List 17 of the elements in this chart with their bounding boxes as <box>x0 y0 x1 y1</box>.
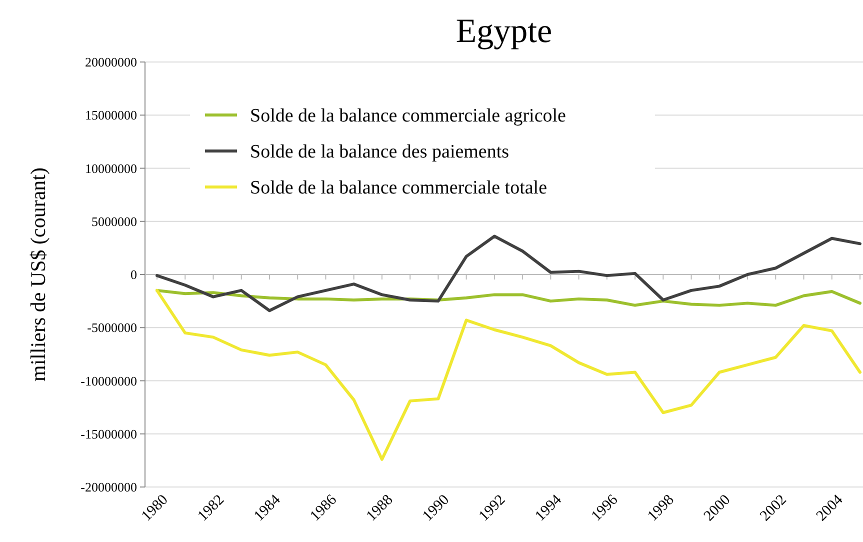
y-tick-label: 5000000 <box>92 214 137 229</box>
y-tick-label: 0 <box>130 267 137 282</box>
line-series <box>156 234 862 312</box>
x-tick-label: 1982 <box>194 492 228 524</box>
y-tick-label: 10000000 <box>85 160 137 176</box>
legend-label: Solde de la balance des paiements <box>250 142 510 163</box>
y-tick-label: -5000000 <box>87 320 137 336</box>
y-tick-label: -10000000 <box>80 373 137 388</box>
legend-label: Solde de la balance commerciale totale <box>250 178 547 199</box>
legend-label: Solde de la balance commerciale agricole <box>250 106 566 127</box>
y-axis-title: milliers de US$ (courant) <box>26 167 50 382</box>
y-tick-label: -15000000 <box>80 426 137 442</box>
line-series <box>156 288 862 461</box>
y-tick-label: 15000000 <box>85 108 137 123</box>
chart-title: Egypte <box>456 13 552 50</box>
y-tick-label: 20000000 <box>85 54 137 70</box>
y-tick-label: -20000000 <box>80 480 137 495</box>
